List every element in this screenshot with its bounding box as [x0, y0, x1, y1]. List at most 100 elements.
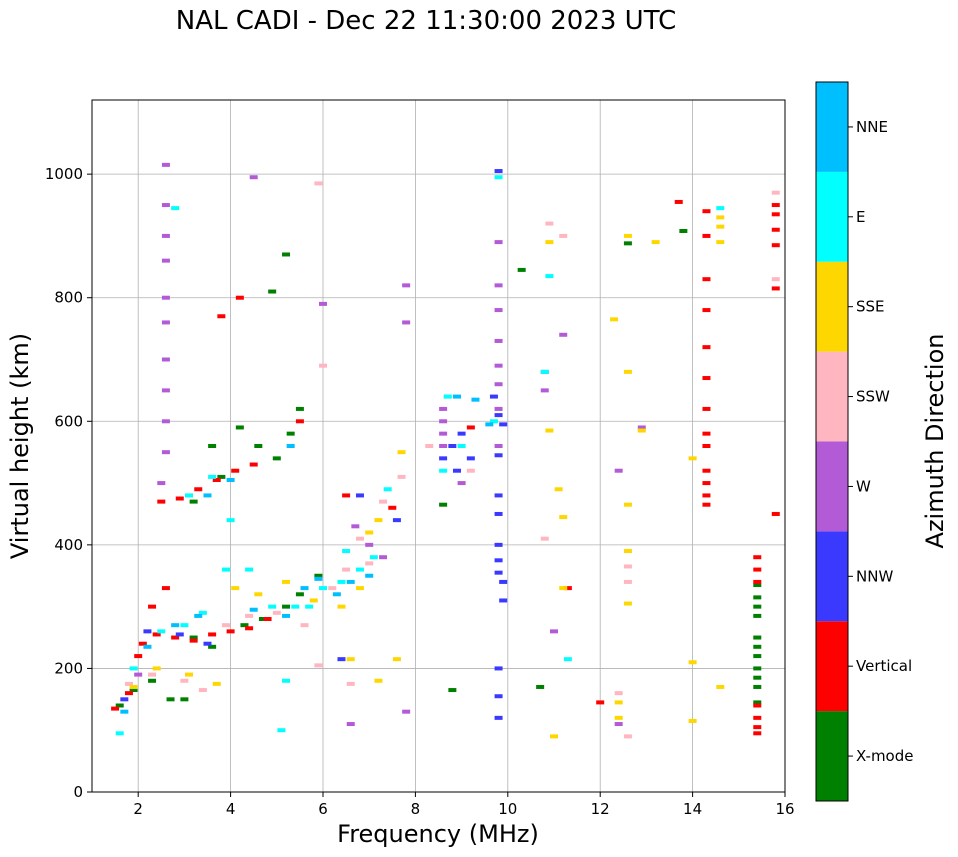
data-point [282, 252, 291, 257]
data-point [249, 607, 258, 612]
data-point [494, 511, 503, 516]
data-point [637, 428, 646, 433]
data-point [392, 657, 401, 662]
x-tick-label: 6 [318, 800, 328, 818]
data-point [129, 666, 138, 671]
axes: 2 4 6 8 10 12 14 16 0 200 400 600 800 1000 [45, 165, 795, 818]
y-tick-label: 600 [54, 412, 83, 430]
data-points [111, 162, 780, 739]
data-point [138, 641, 147, 646]
data-point [702, 376, 711, 381]
data-point [489, 419, 498, 424]
data-point [448, 688, 457, 693]
data-point [194, 487, 203, 492]
data-point [651, 240, 660, 245]
data-point [231, 468, 240, 473]
data-point [355, 493, 364, 498]
data-point [152, 632, 161, 637]
data-point [337, 579, 346, 584]
data-point [702, 502, 711, 507]
data-point [623, 579, 632, 584]
data-point [208, 644, 217, 649]
colorbar-tick-label: NNE [856, 118, 888, 136]
data-point [489, 394, 498, 399]
colorbar-segment [816, 171, 848, 262]
data-point [388, 505, 397, 510]
plot-border [91, 99, 786, 793]
data-point [494, 382, 503, 387]
data-point [175, 496, 184, 501]
data-point [452, 468, 461, 473]
data-point [208, 632, 217, 637]
data-point [379, 555, 388, 560]
data-point [494, 363, 503, 368]
data-point [623, 233, 632, 238]
data-point [171, 635, 180, 640]
data-point [185, 672, 194, 677]
data-point [471, 397, 480, 402]
data-point [494, 283, 503, 288]
data-point [554, 487, 563, 492]
data-point [494, 240, 503, 245]
colorbar-segment [816, 711, 848, 801]
data-point [614, 468, 623, 473]
data-point [702, 481, 711, 486]
data-point [161, 258, 170, 263]
data-point [494, 169, 503, 174]
data-point [337, 657, 346, 662]
data-point [337, 604, 346, 609]
data-point [268, 289, 277, 294]
data-point [753, 654, 762, 659]
data-point [494, 175, 503, 180]
data-point [716, 240, 725, 245]
data-point [771, 286, 780, 291]
data-point [120, 697, 129, 702]
data-point [129, 684, 138, 689]
data-point [494, 694, 503, 699]
data-point [365, 530, 374, 535]
data-point [614, 691, 623, 696]
data-point [277, 728, 286, 733]
data-point [180, 678, 189, 683]
data-point [120, 709, 129, 714]
data-point [716, 206, 725, 211]
data-point [268, 604, 277, 609]
colorbar-tick-label: W [856, 477, 871, 495]
data-point [771, 190, 780, 195]
data-point [161, 295, 170, 300]
data-point [494, 413, 503, 418]
data-point [397, 474, 406, 479]
data-point [753, 644, 762, 649]
y-tick-label: 200 [54, 659, 83, 677]
data-point [161, 357, 170, 362]
data-point [309, 598, 318, 603]
data-point [134, 654, 143, 659]
chart-title: NAL CADI - Dec 22 11:30:00 2023 UTC [175, 6, 677, 36]
x-tick-label: 4 [226, 800, 236, 818]
data-point [688, 456, 697, 461]
data-point [702, 209, 711, 214]
data-point [249, 462, 258, 467]
data-point [185, 493, 194, 498]
plot-area [92, 100, 785, 792]
data-point [559, 332, 568, 337]
data-point [494, 666, 503, 671]
data-point [198, 688, 207, 693]
data-point [702, 406, 711, 411]
data-point [203, 493, 212, 498]
data-point [753, 684, 762, 689]
data-point [702, 493, 711, 498]
data-point [494, 308, 503, 313]
data-point [623, 549, 632, 554]
data-point [563, 586, 572, 591]
data-point [134, 672, 143, 677]
data-point [152, 666, 161, 671]
data-point [614, 722, 623, 727]
data-point [771, 511, 780, 516]
data-point [637, 425, 646, 430]
data-point [263, 617, 272, 621]
data-point [439, 468, 448, 473]
data-point [716, 224, 725, 229]
data-point [171, 206, 180, 211]
